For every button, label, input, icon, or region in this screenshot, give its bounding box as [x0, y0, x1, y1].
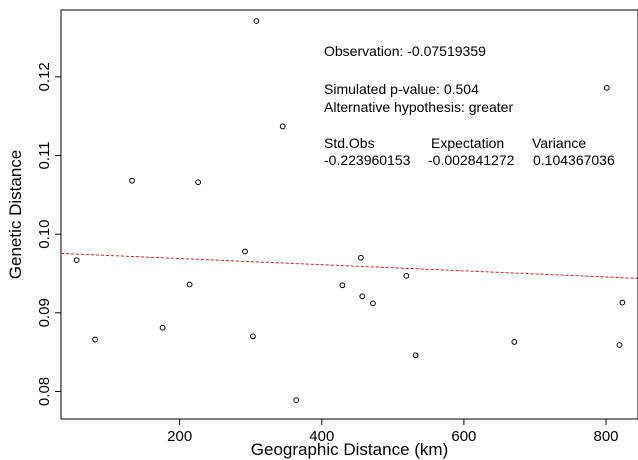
y-axis-label: Genetic Distance [6, 150, 25, 279]
observation-text: Observation: -0.07519359 [324, 43, 486, 59]
expectation-header: Expectation [431, 135, 504, 151]
data-point [357, 254, 364, 261]
plot-frame [60, 9, 638, 420]
x-tick-label: 800 [594, 428, 619, 445]
y-tick-label: 0.11 [36, 141, 53, 169]
variance-header: Variance [532, 135, 586, 151]
x-tick-label: 600 [451, 428, 476, 445]
y-tick-label: 0.12 [36, 62, 53, 91]
data-point [279, 123, 286, 130]
data-point [359, 293, 366, 300]
x-axis: 200 400 600 800 [167, 419, 619, 445]
std-obs-header: Std.Obs [324, 135, 375, 151]
y-tick-label: 0.09 [36, 298, 53, 327]
data-point [249, 333, 256, 340]
data-point [73, 257, 80, 264]
data-point [293, 397, 300, 404]
y-tick-label: 0.08 [36, 377, 53, 406]
data-point [253, 18, 260, 24]
data-point [186, 281, 193, 288]
variance-value: 0.104367036 [533, 152, 615, 168]
data-point [403, 272, 410, 279]
x-tick-label: 200 [167, 428, 192, 445]
data-point [412, 352, 419, 359]
y-tick-label: 0.10 [36, 220, 53, 249]
y-axis: 0.08 0.09 0.10 0.11 0.12 [36, 62, 61, 406]
x-tick-label: 400 [309, 428, 334, 445]
x-axis-label: Geographic Distance (km) [251, 440, 448, 459]
regression-line [60, 252, 638, 279]
alternative-hypothesis-text: Alternative hypothesis: greater [324, 99, 513, 115]
data-point [92, 336, 99, 343]
data-point [195, 179, 202, 186]
data-point [129, 177, 135, 184]
data-point [619, 299, 626, 306]
data-points [73, 18, 626, 404]
data-point [242, 248, 248, 255]
data-point [339, 282, 346, 289]
expectation-value: -0.002841272 [428, 152, 515, 168]
data-point [370, 300, 376, 307]
data-point [511, 339, 518, 345]
data-point [616, 342, 623, 348]
data-point [159, 324, 166, 331]
data-point [603, 84, 610, 91]
pvalue-text: Simulated p-value: 0.504 [324, 81, 479, 97]
std-obs-value: -0.223960153 [324, 152, 411, 168]
statistics-annotation: Observation: -0.07519359 Simulated p-val… [324, 43, 615, 168]
